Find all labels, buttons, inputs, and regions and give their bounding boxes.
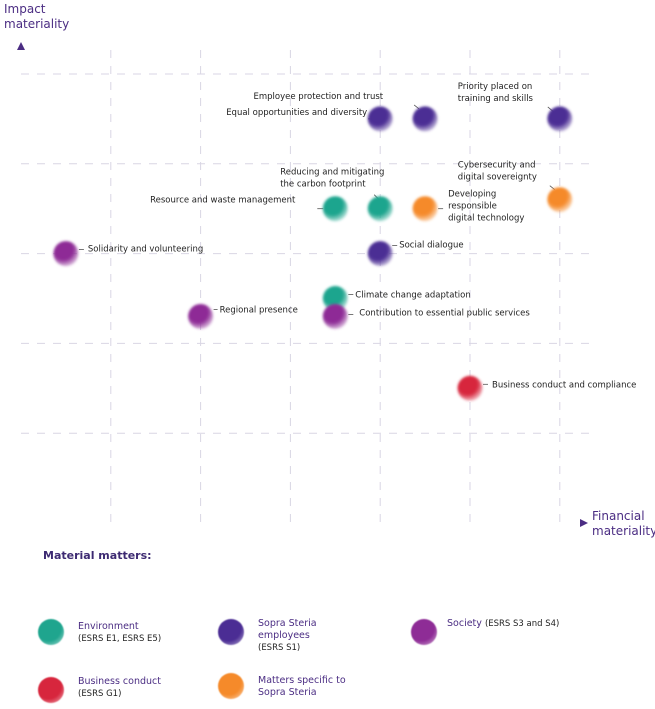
data-point-specific [547, 187, 573, 213]
point-label-line: Contribution to essential public service… [359, 308, 530, 318]
point-label-line: Business conduct and compliance [492, 380, 636, 390]
data-point-environment [322, 196, 348, 222]
legend-item-business: Business conduct (ESRS G1) [38, 676, 161, 703]
point-label-line: Priority placed on [458, 82, 533, 92]
legend-dot-business [38, 677, 64, 703]
x-axis-arrow-icon [580, 519, 588, 527]
point-label-line: Employee protection and trust [254, 92, 384, 102]
point-label-line: digital technology [448, 214, 524, 224]
legend-item-environment: Environment (ESRS E1, ESRS E5) [38, 619, 161, 645]
point-label: Social dialogue [399, 241, 463, 251]
legend-item-employees: Sopra Steria employees (ESRS S1) [218, 618, 338, 654]
point-label: Contribution to essential public service… [359, 308, 530, 318]
legend-sub-employees: (ESRS S1) [258, 643, 301, 653]
data-point-society [53, 241, 79, 267]
legend-dot-employees [218, 619, 244, 645]
point-label-line: Social dialogue [399, 241, 463, 251]
data-point-business [457, 375, 483, 401]
legend-sub-business: (ESRS G1) [78, 689, 122, 699]
point-label: Climate change adaptation [355, 291, 470, 301]
y-axis-arrow-icon [17, 42, 25, 50]
data-point-society [322, 303, 348, 329]
point-label-line: digital sovereignty [458, 173, 537, 183]
data-point-employees [547, 106, 573, 132]
x-axis-title: Financial materiality [592, 509, 655, 539]
point-label: Regional presence [220, 305, 298, 315]
point-label-line: Equal opportunities and diversity [226, 108, 367, 118]
materiality-chart: Equal opportunities and diversity Employe… [17, 42, 637, 527]
point-label-line: Reducing and mitigating [280, 168, 384, 178]
legend-dot-environment [38, 619, 64, 645]
point-label-line: Solidarity and volunteering [88, 245, 203, 255]
data-point-environment [367, 196, 393, 222]
legend-sub-society: (ESRS S3 and S4) [484, 619, 560, 629]
point-label: Cybersecurity and digital sovereignty [458, 161, 537, 183]
legend-sub-environment: (ESRS E1, ESRS E5) [78, 634, 162, 644]
legend-item-society: Society (ESRS S3 and S4) [411, 618, 560, 645]
point-label-line: Regional presence [220, 305, 298, 315]
data-point-specific [412, 196, 438, 222]
point-label-line: Climate change adaptation [355, 291, 470, 301]
x-axis-title-line1: Financial [592, 509, 645, 523]
point-label-line: the carbon footprint [280, 180, 366, 190]
point-label: Solidarity and volunteering [88, 245, 203, 255]
point-label: Employee protection and trust [254, 92, 384, 102]
point-label: Reducing and mitigating the carbon footpr… [280, 168, 384, 190]
legend-label-business: Business conduct [78, 676, 161, 687]
legend-label-society: Society [447, 618, 482, 629]
point-label-line: training and skills [458, 94, 534, 104]
point-label-line: responsible [448, 202, 497, 212]
y-axis-title-line2: materiality [4, 17, 70, 31]
point-label-line: Resource and waste management [150, 196, 296, 206]
leader-line [413, 104, 420, 110]
point-label-line: Cybersecurity and [458, 161, 536, 171]
point-label: Developing responsible digital technology [448, 190, 524, 224]
point-label: Priority placed on training and skills [458, 82, 534, 104]
point-label: Equal opportunities and diversity [226, 108, 367, 118]
y-axis-title-line1: Impact [4, 2, 46, 16]
data-point-environment [322, 286, 348, 311]
grid [21, 50, 595, 523]
y-axis-title: Impact materiality [4, 2, 69, 32]
data-point-employees [367, 106, 393, 132]
point-label: Business conduct and compliance [492, 380, 636, 390]
legend-label-environment: Environment [78, 621, 139, 632]
legend-dot-society [411, 619, 437, 645]
data-point-society [188, 303, 214, 329]
data-point-employees [367, 241, 393, 267]
legend-item-specific: Matters specific to Sopra Steria [218, 673, 368, 699]
x-axis-title-line2: materiality [592, 524, 655, 538]
data-points [53, 106, 573, 401]
point-label: Resource and waste management [150, 196, 296, 206]
legend-label-employees: Sopra Steria employees [258, 618, 317, 641]
point-label-line: Developing [448, 190, 496, 200]
point-labels: Equal opportunities and diversity Employe… [88, 82, 637, 390]
data-point-employees [412, 106, 438, 132]
legend-dot-specific [218, 673, 244, 699]
legend-title: Material matters: [43, 549, 152, 562]
legend-label-specific: Matters specific to Sopra Steria [258, 675, 346, 698]
